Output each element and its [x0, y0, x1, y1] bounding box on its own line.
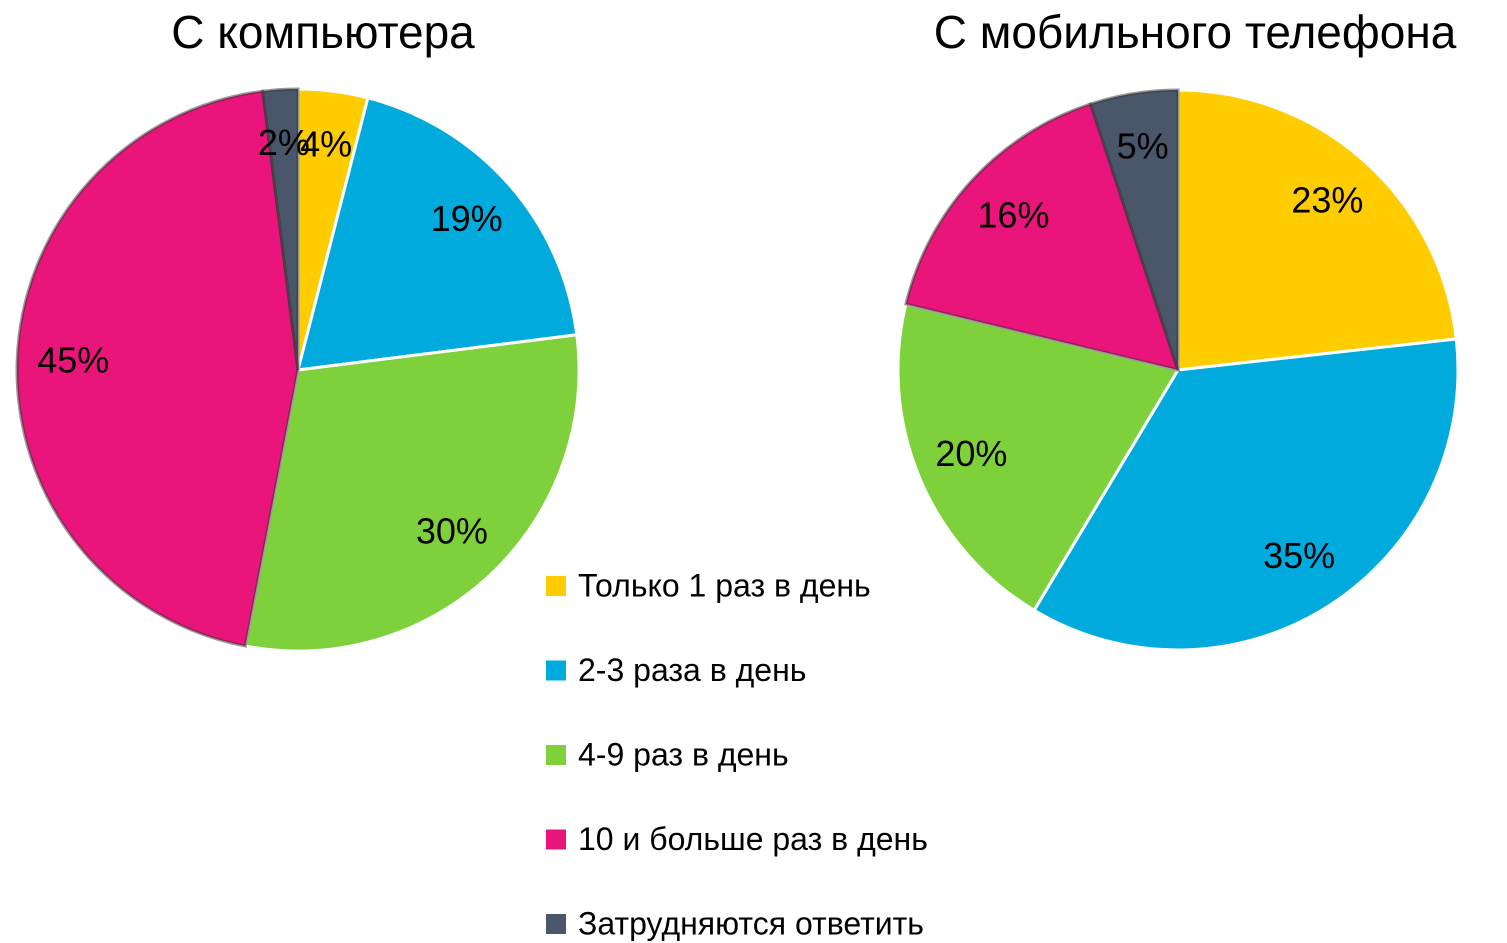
data-label: 30%: [416, 510, 488, 551]
legend-swatch: [546, 660, 566, 681]
pie-slice: [1032, 337, 1460, 652]
legend-swatch: [546, 914, 566, 934]
legend-label: Затрудняются ответить: [578, 905, 924, 941]
legend-label: 2-3 раза в день: [578, 652, 806, 688]
legend-swatch: [546, 829, 566, 850]
pie-slice: [15, 89, 300, 648]
legend-label: 4-9 раз в день: [578, 736, 789, 772]
legend-label: 10 и больше раз в день: [578, 821, 928, 857]
data-label: 45%: [37, 339, 109, 380]
pie-slice: [1176, 88, 1458, 372]
pie-slice: [295, 96, 579, 372]
data-label: 2%: [258, 122, 310, 163]
pie-slice: [896, 302, 1181, 613]
pie-slice: [1088, 88, 1180, 371]
chart-title: С мобильного телефона: [934, 6, 1457, 58]
legend-label: Только 1 раз в день: [578, 567, 871, 603]
pie-slice: [904, 102, 1181, 373]
data-label: 23%: [1291, 180, 1363, 221]
data-label: 35%: [1263, 535, 1335, 576]
legend-swatch: [546, 745, 566, 765]
data-label: 5%: [1117, 125, 1169, 166]
pie-slice: [243, 333, 581, 653]
pie-slice: [261, 87, 300, 371]
data-label: 20%: [935, 433, 1007, 474]
chart-title: С компьютера: [171, 6, 475, 58]
data-label: 19%: [431, 198, 503, 239]
data-label: 16%: [977, 195, 1049, 236]
legend-swatch: [546, 576, 566, 596]
data-label: 4%: [300, 123, 352, 164]
